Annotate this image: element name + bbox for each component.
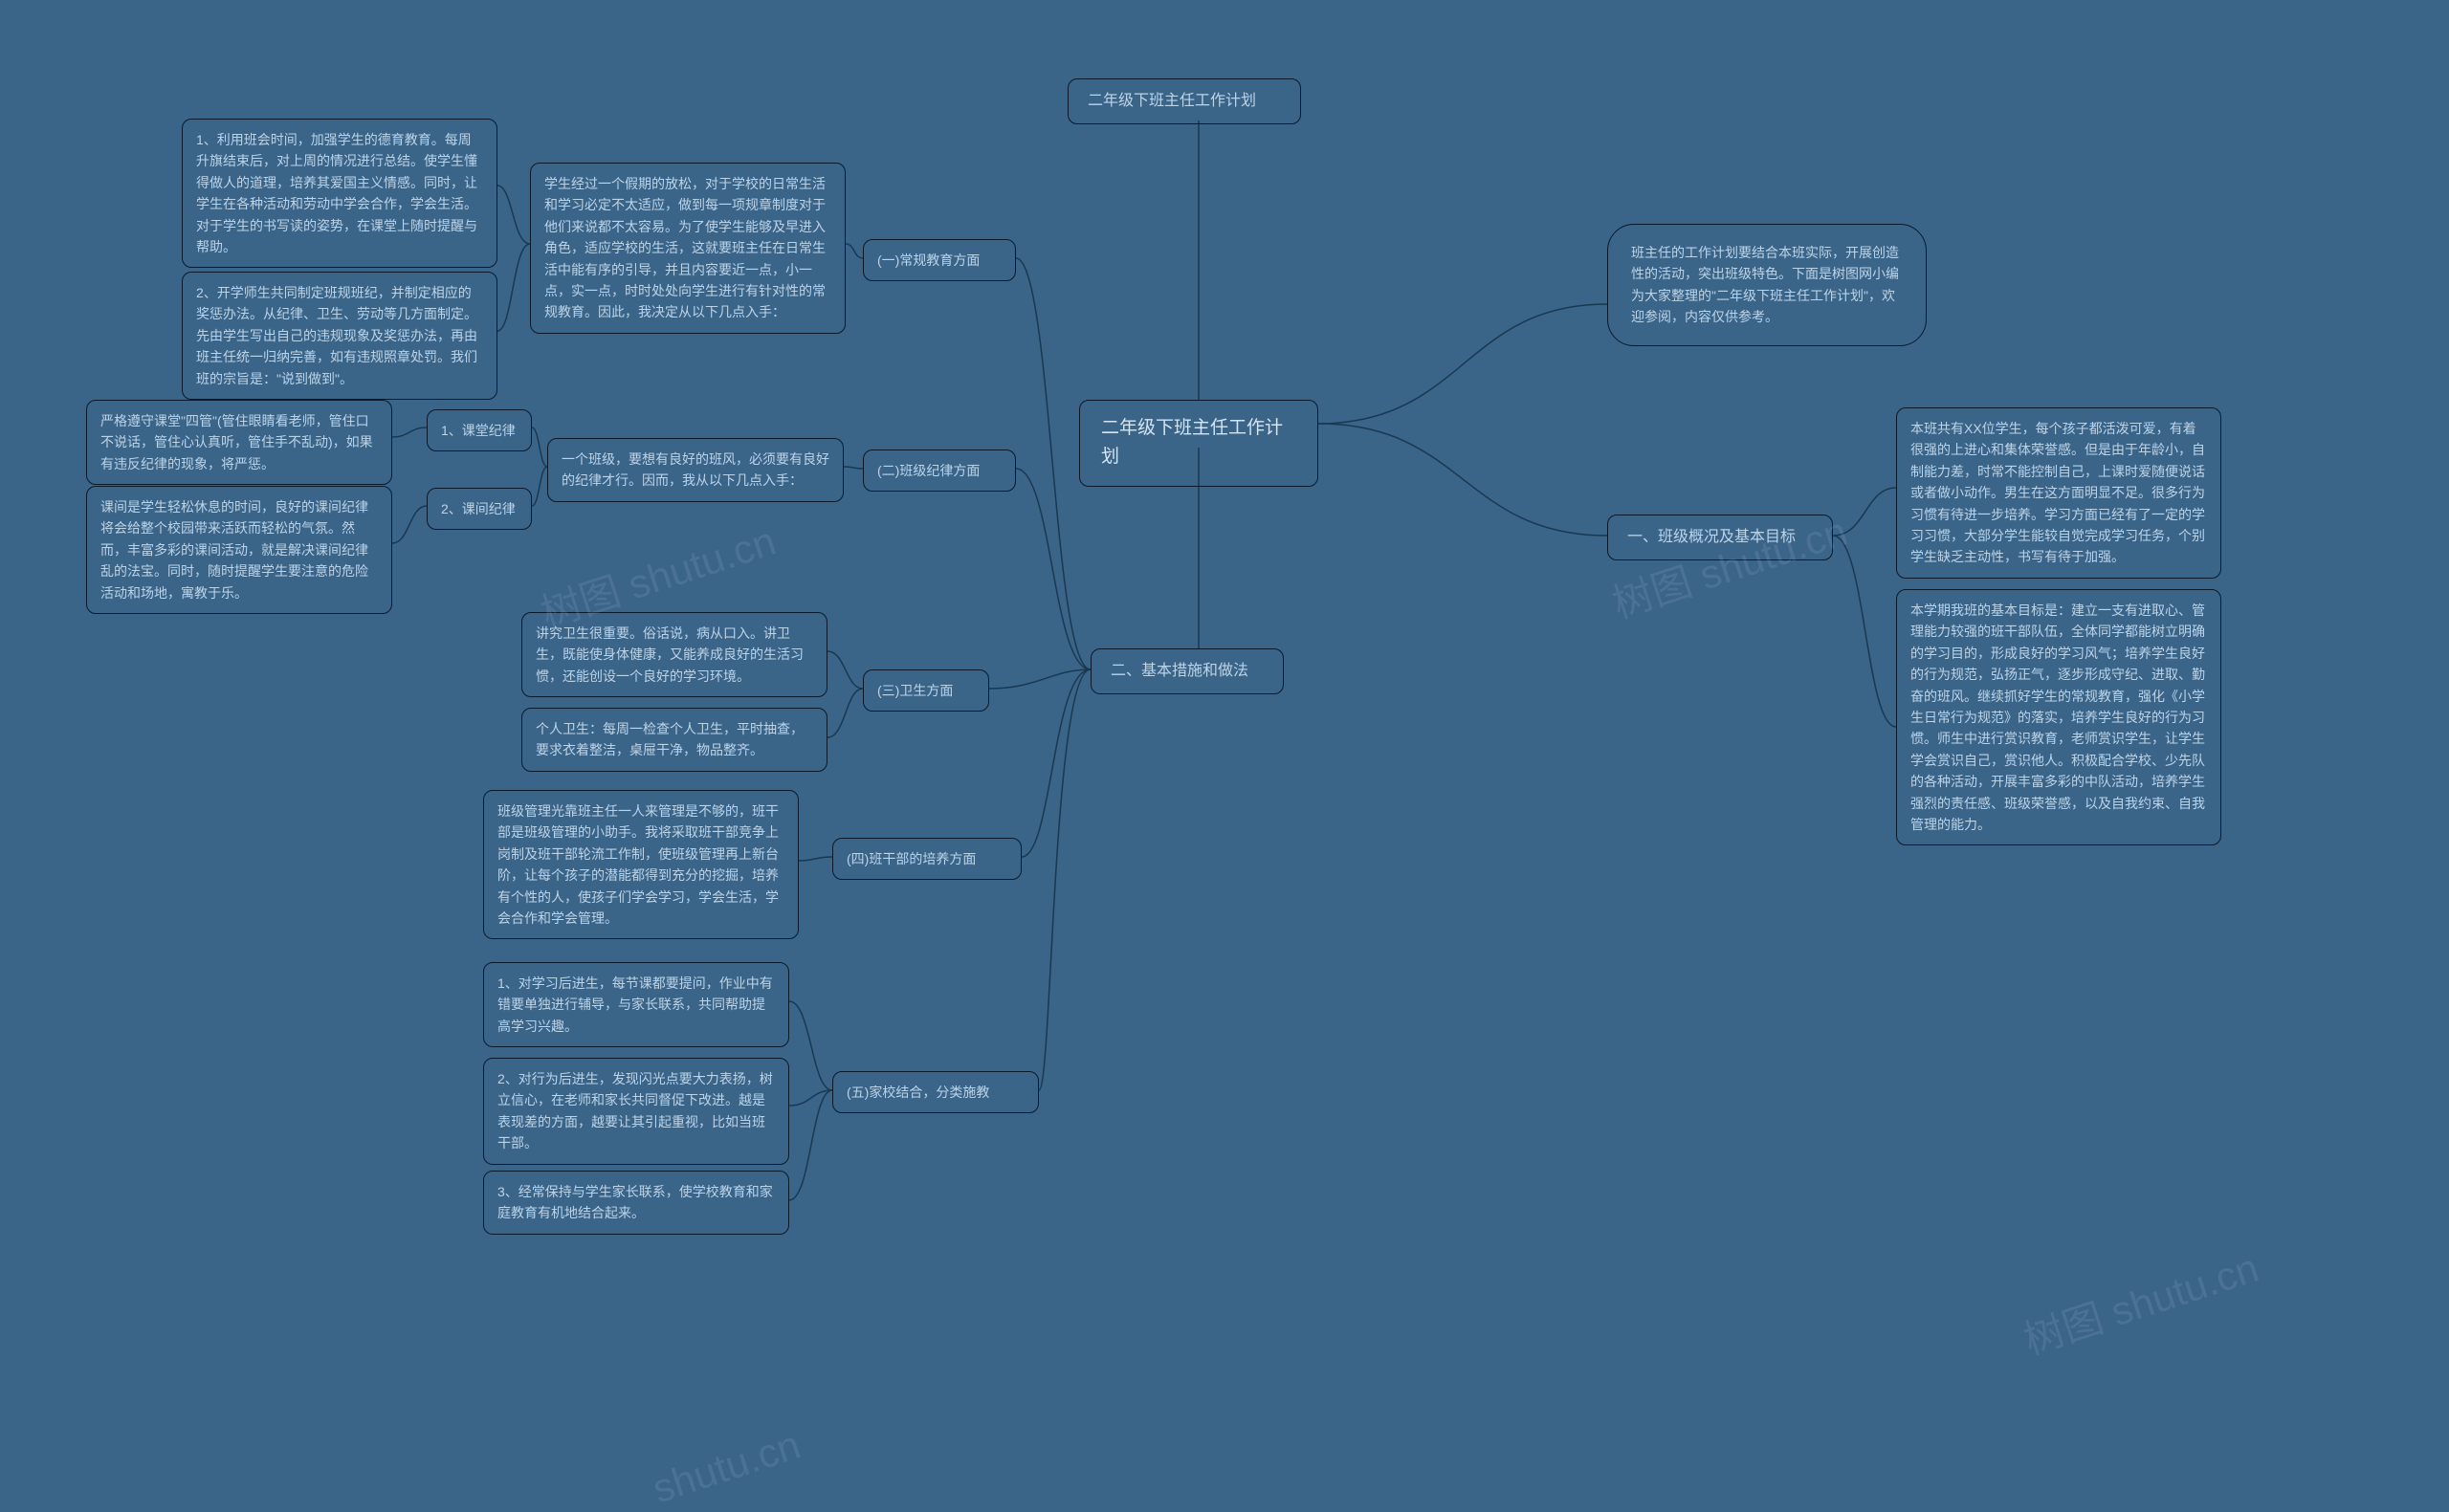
connector bbox=[1022, 669, 1091, 857]
s2c-node: (三)卫生方面 bbox=[863, 669, 989, 712]
s2a1-node: 1、利用班会时间，加强学生的德育教育。每周升旗结束后，对上周的情况进行总结。使学… bbox=[182, 119, 497, 268]
connector bbox=[789, 1090, 832, 1106]
s2a-desc-node: 学生经过一个假期的放松，对于学校的日常生活和学习必定不太适应，做到每一项规章制度… bbox=[530, 163, 846, 334]
watermark: 树图 shutu.cn bbox=[2016, 1236, 2265, 1367]
watermark: shutu.cn bbox=[647, 1422, 805, 1512]
s1-node: 一、班级概况及基本目标 bbox=[1607, 515, 1833, 560]
s2-node: 二、基本措施和做法 bbox=[1091, 648, 1284, 694]
connector bbox=[532, 467, 547, 506]
connector bbox=[789, 1001, 832, 1090]
connector bbox=[532, 427, 547, 467]
connector bbox=[497, 186, 530, 244]
connector bbox=[1833, 536, 1896, 727]
s2e-node: (五)家校结合，分类施教 bbox=[832, 1071, 1039, 1113]
s2d-node: (四)班干部的培养方面 bbox=[832, 838, 1022, 880]
connector bbox=[392, 506, 427, 543]
s2c1-node: 讲究卫生很重要。俗话说，病从口入。讲卫生，既能使身体健康，又能养成良好的生活习惯… bbox=[521, 612, 827, 697]
s2d-desc-node: 班级管理光靠班主任一人来管理是不够的，班干部是班级管理的小助手。我将采取班干部竞… bbox=[483, 790, 799, 939]
s2a-node: (一)常规教育方面 bbox=[863, 239, 1016, 281]
connector bbox=[827, 689, 863, 737]
connector bbox=[989, 669, 1091, 689]
s2e2-node: 2、对行为后进生，发现闪光点要大力表扬，树立信心，在老师和家长共同督促下改进。越… bbox=[483, 1058, 789, 1165]
connector bbox=[799, 857, 832, 861]
s2c2-node: 个人卫生：每周一检查个人卫生，平时抽查，要求衣着整洁，桌屉干净，物品整齐。 bbox=[521, 708, 827, 772]
connector bbox=[392, 427, 427, 437]
s2b-node: (二)班级纪律方面 bbox=[863, 449, 1016, 492]
s2b2-node: 2、课间纪律 bbox=[427, 488, 532, 530]
connector bbox=[1833, 488, 1896, 536]
connector bbox=[1039, 669, 1091, 1090]
connector bbox=[1016, 469, 1091, 669]
s2e1-node: 1、对学习后进生，每节课都要提问，作业中有错要单独进行辅导，与家长联系，共同帮助… bbox=[483, 962, 789, 1047]
s2a2-node: 2、开学师生共同制定班规班纪，并制定相应的奖惩办法。从纪律、卫生、劳动等几方面制… bbox=[182, 272, 497, 400]
connector bbox=[789, 1090, 832, 1200]
s2b1-desc-node: 严格遵守课堂"四管"(管住眼睛看老师，管住口不说话，管住心认真听，管住手不乱动)… bbox=[86, 400, 392, 485]
s2e3-node: 3、经常保持与学生家长联系，使学校教育和家庭教育有机地结合起来。 bbox=[483, 1171, 789, 1235]
s1a-node: 本班共有XX位学生，每个孩子都活泼可爱，有着很强的上进心和集体荣誉感。但是由于年… bbox=[1896, 407, 2221, 579]
s1b-node: 本学期我班的基本目标是：建立一支有进取心、管理能力较强的班干部队伍，全体同学都能… bbox=[1896, 589, 2221, 845]
connector bbox=[1318, 304, 1607, 424]
connector bbox=[1318, 424, 1607, 536]
intro-node: 班主任的工作计划要结合本班实际，开展创造性的活动，突出班级特色。下面是树图网小编… bbox=[1607, 224, 1927, 346]
top-node: 二年级下班主任工作计划 bbox=[1068, 78, 1301, 124]
s2b2-desc-node: 课间是学生轻松休息的时间，良好的课间纪律将会给整个校园带来活跃而轻松的气氛。然而… bbox=[86, 486, 392, 614]
s2b1-node: 1、课堂纪律 bbox=[427, 409, 532, 451]
connector bbox=[827, 651, 863, 689]
s2b-desc-node: 一个班级，要想有良好的班风，必须要有良好的纪律才行。因而，我从以下几点入手： bbox=[547, 438, 844, 502]
connector bbox=[846, 244, 863, 258]
connector bbox=[844, 467, 863, 469]
root-node: 二年级下班主任工作计划 bbox=[1079, 400, 1318, 487]
connector bbox=[497, 244, 530, 331]
